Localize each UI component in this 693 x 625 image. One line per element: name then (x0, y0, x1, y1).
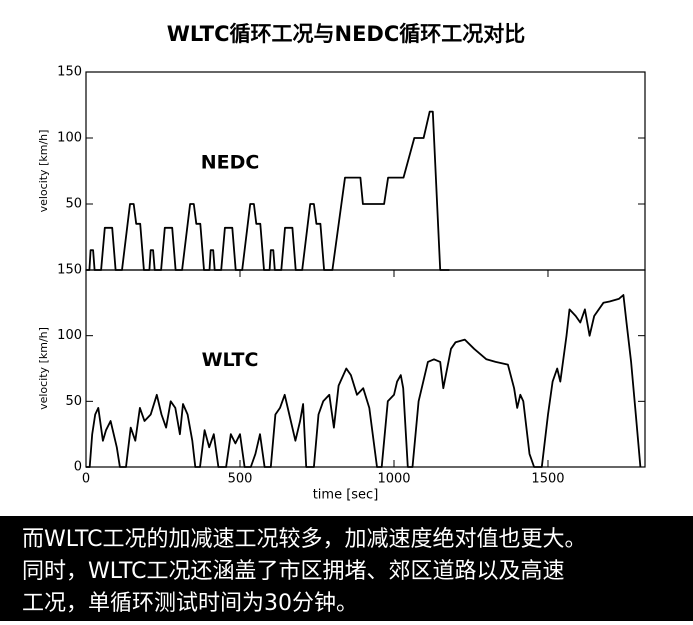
x-tick-label: 500 (228, 472, 253, 487)
y-axis-label: velocity [km/h] (37, 130, 50, 213)
x-axis-label: time [sec] (313, 488, 379, 503)
y-tick-label: 0 (74, 460, 82, 475)
y-tick-label: 50 (65, 197, 82, 212)
x-tick-label: 1500 (531, 472, 564, 487)
panel-label: NEDC (201, 152, 260, 174)
chart-title: WLTC循环工况与NEDC循环工况对比 (167, 22, 526, 46)
y-tick-label: 150 (57, 263, 82, 278)
velocity-line (86, 294, 642, 468)
caption-box (0, 516, 693, 621)
velocity-line (86, 110, 450, 271)
caption-line: 同时，WLTC工况还涵盖了市区拥堵、郊区道路以及高速 (22, 559, 565, 584)
panel-label: WLTC (202, 349, 259, 371)
y-tick-label: 50 (65, 394, 82, 409)
y-axis-label: velocity [km/h] (37, 327, 50, 410)
y-tick-label: 100 (57, 131, 82, 146)
x-tick-label: 0 (82, 472, 90, 487)
plot-frame (85, 269, 646, 468)
x-tick-label: 1000 (377, 472, 410, 487)
plot-frame (85, 71, 646, 271)
caption-line: 而WLTC工况的加减速工况较多，加减速度绝对值也更大。 (22, 527, 587, 552)
y-tick-label: 150 (57, 65, 82, 80)
caption-line: 工况，单循环测试时间为30分钟。 (22, 591, 358, 616)
y-tick-label: 100 (57, 328, 82, 343)
